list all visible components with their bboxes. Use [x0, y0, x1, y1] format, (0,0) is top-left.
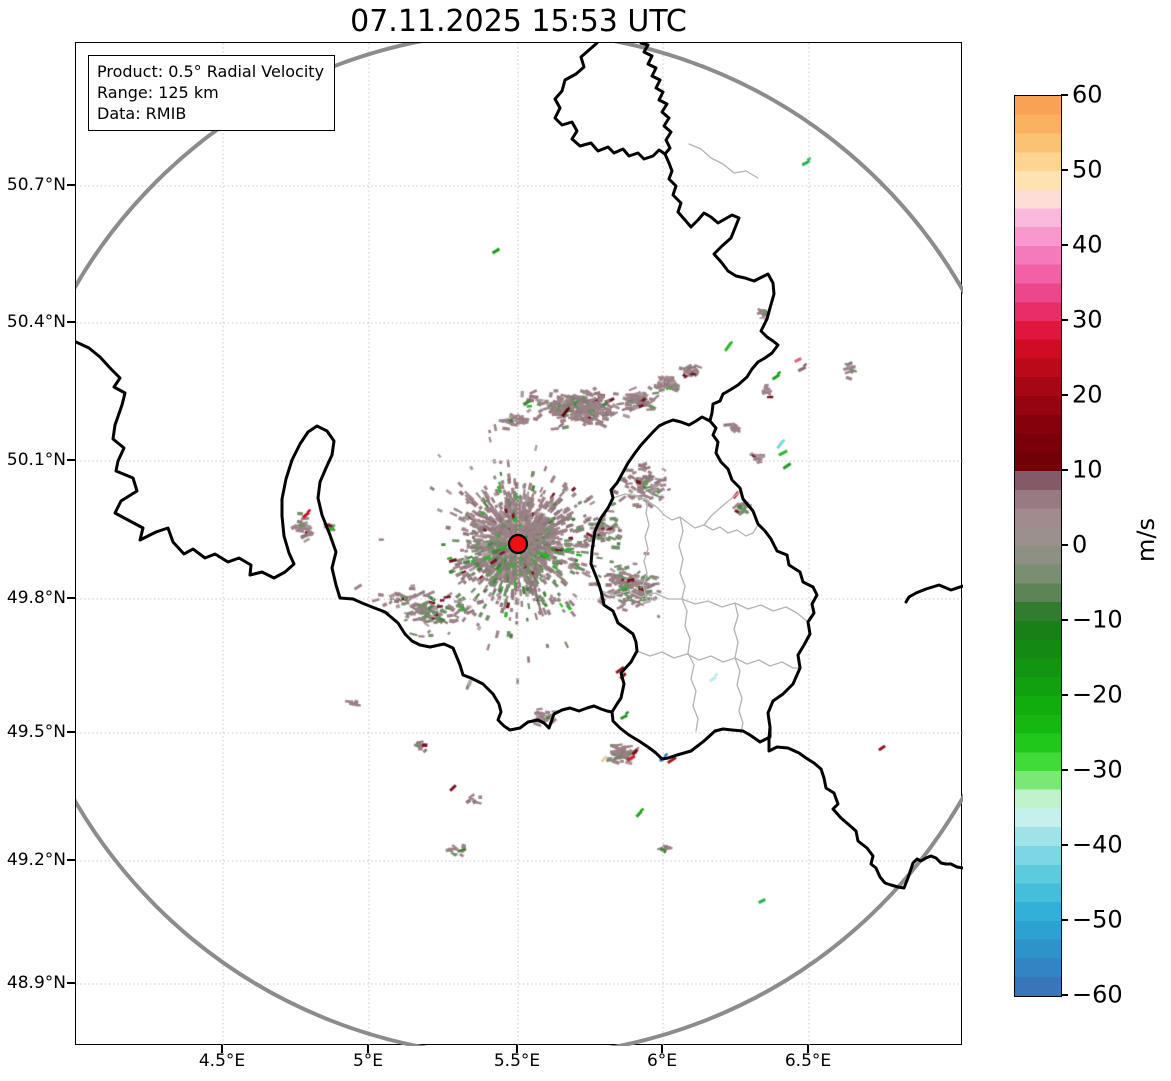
y-tick-mark	[67, 859, 75, 861]
country-border	[76, 340, 614, 732]
country-border	[663, 152, 780, 423]
colorbar-tick-mark	[1061, 544, 1068, 546]
x-tick-label: 5.5°E	[493, 1051, 541, 1071]
x-tick-label: 6.5°E	[784, 1051, 832, 1071]
admin-boundary	[642, 500, 650, 598]
admin-boundary	[678, 516, 699, 732]
colorbar-tick-label: −20	[1072, 680, 1123, 709]
x-tick-mark	[661, 1045, 663, 1053]
y-tick-mark	[67, 982, 75, 984]
colorbar-tick-mark	[1061, 394, 1068, 396]
colorbar-gradient	[1014, 95, 1062, 997]
y-tick-mark	[67, 321, 75, 323]
country-border	[553, 43, 673, 161]
y-tick-label: 50.4°N	[6, 312, 66, 332]
y-tick-mark	[67, 731, 75, 733]
info-product-line: Product: 0.5° Radial Velocity	[97, 62, 325, 81]
colorbar-unit-text: m/s	[1132, 518, 1160, 562]
colorbar-tick-label: −60	[1072, 980, 1123, 1009]
colorbar-tick-mark	[1061, 769, 1068, 771]
colorbar-tick-mark	[1061, 244, 1068, 246]
map-borders-overlay	[76, 43, 963, 1046]
figure-title: 07.11.2025 15:53 UTC	[350, 4, 687, 39]
y-tick-label: 50.7°N	[6, 175, 66, 195]
radar-station-marker	[507, 533, 529, 555]
admin-boundary	[688, 143, 759, 179]
y-tick-label: 50.1°N	[6, 450, 66, 470]
colorbar-tick-mark	[1061, 319, 1068, 321]
admin-boundary	[733, 602, 744, 733]
colorbar-tick-label: 40	[1072, 230, 1103, 259]
map-plot-area: Product: 0.5° Radial Velocity Range: 125…	[75, 42, 963, 1046]
x-tick-mark	[367, 1045, 369, 1053]
colorbar-tick-mark	[1061, 169, 1068, 171]
country-border	[589, 415, 819, 761]
info-data-source-line: Data: RMIB	[97, 104, 187, 124]
y-tick-label: 49.2°N	[6, 850, 66, 870]
info-range-line: Range: 125 km	[97, 83, 219, 103]
x-tick-mark	[807, 1045, 809, 1053]
y-tick-label: 49.8°N	[6, 588, 66, 608]
x-tick-mark	[221, 1045, 223, 1053]
y-tick-mark	[67, 597, 75, 599]
x-tick-label: 6°E	[646, 1051, 678, 1071]
colorbar-tick-label: −30	[1072, 755, 1123, 784]
admin-boundary	[612, 493, 759, 537]
colorbar-tick-label: −50	[1072, 905, 1123, 934]
country-border	[904, 583, 963, 604]
colorbar-unit-label: m/s	[1126, 495, 1166, 585]
admin-boundary	[600, 590, 809, 623]
colorbar-tick-mark	[1061, 919, 1068, 921]
x-tick-label: 5°E	[352, 1051, 384, 1071]
colorbar-tick-label: 30	[1072, 305, 1103, 334]
y-tick-mark	[67, 184, 75, 186]
colorbar-tick-label: 60	[1072, 80, 1103, 109]
x-tick-label: 4.5°E	[198, 1051, 246, 1071]
colorbar-tick-mark	[1061, 694, 1068, 696]
colorbar-tick-mark	[1061, 619, 1068, 621]
colorbar-tick-label: −40	[1072, 830, 1123, 859]
y-tick-mark	[67, 459, 75, 461]
x-tick-mark	[516, 1045, 518, 1053]
country-border	[767, 725, 963, 890]
colorbar-tick-label: 20	[1072, 380, 1103, 409]
y-tick-label: 49.5°N	[6, 722, 66, 742]
colorbar-tick-label: 50	[1072, 155, 1103, 184]
colorbar-tick-label: 0	[1072, 530, 1088, 559]
y-tick-label: 48.9°N	[6, 973, 66, 993]
colorbar-tick-label: 10	[1072, 455, 1103, 484]
admin-boundary	[703, 488, 743, 526]
colorbar-tick-label: −10	[1072, 605, 1123, 634]
colorbar-tick-mark	[1061, 469, 1068, 471]
colorbar-tick-mark	[1061, 94, 1068, 96]
colorbar-tick-mark	[1061, 844, 1068, 846]
product-info-box: Product: 0.5° Radial Velocity Range: 125…	[88, 55, 336, 132]
colorbar-tick-mark	[1061, 994, 1068, 996]
admin-boundary	[636, 650, 801, 669]
